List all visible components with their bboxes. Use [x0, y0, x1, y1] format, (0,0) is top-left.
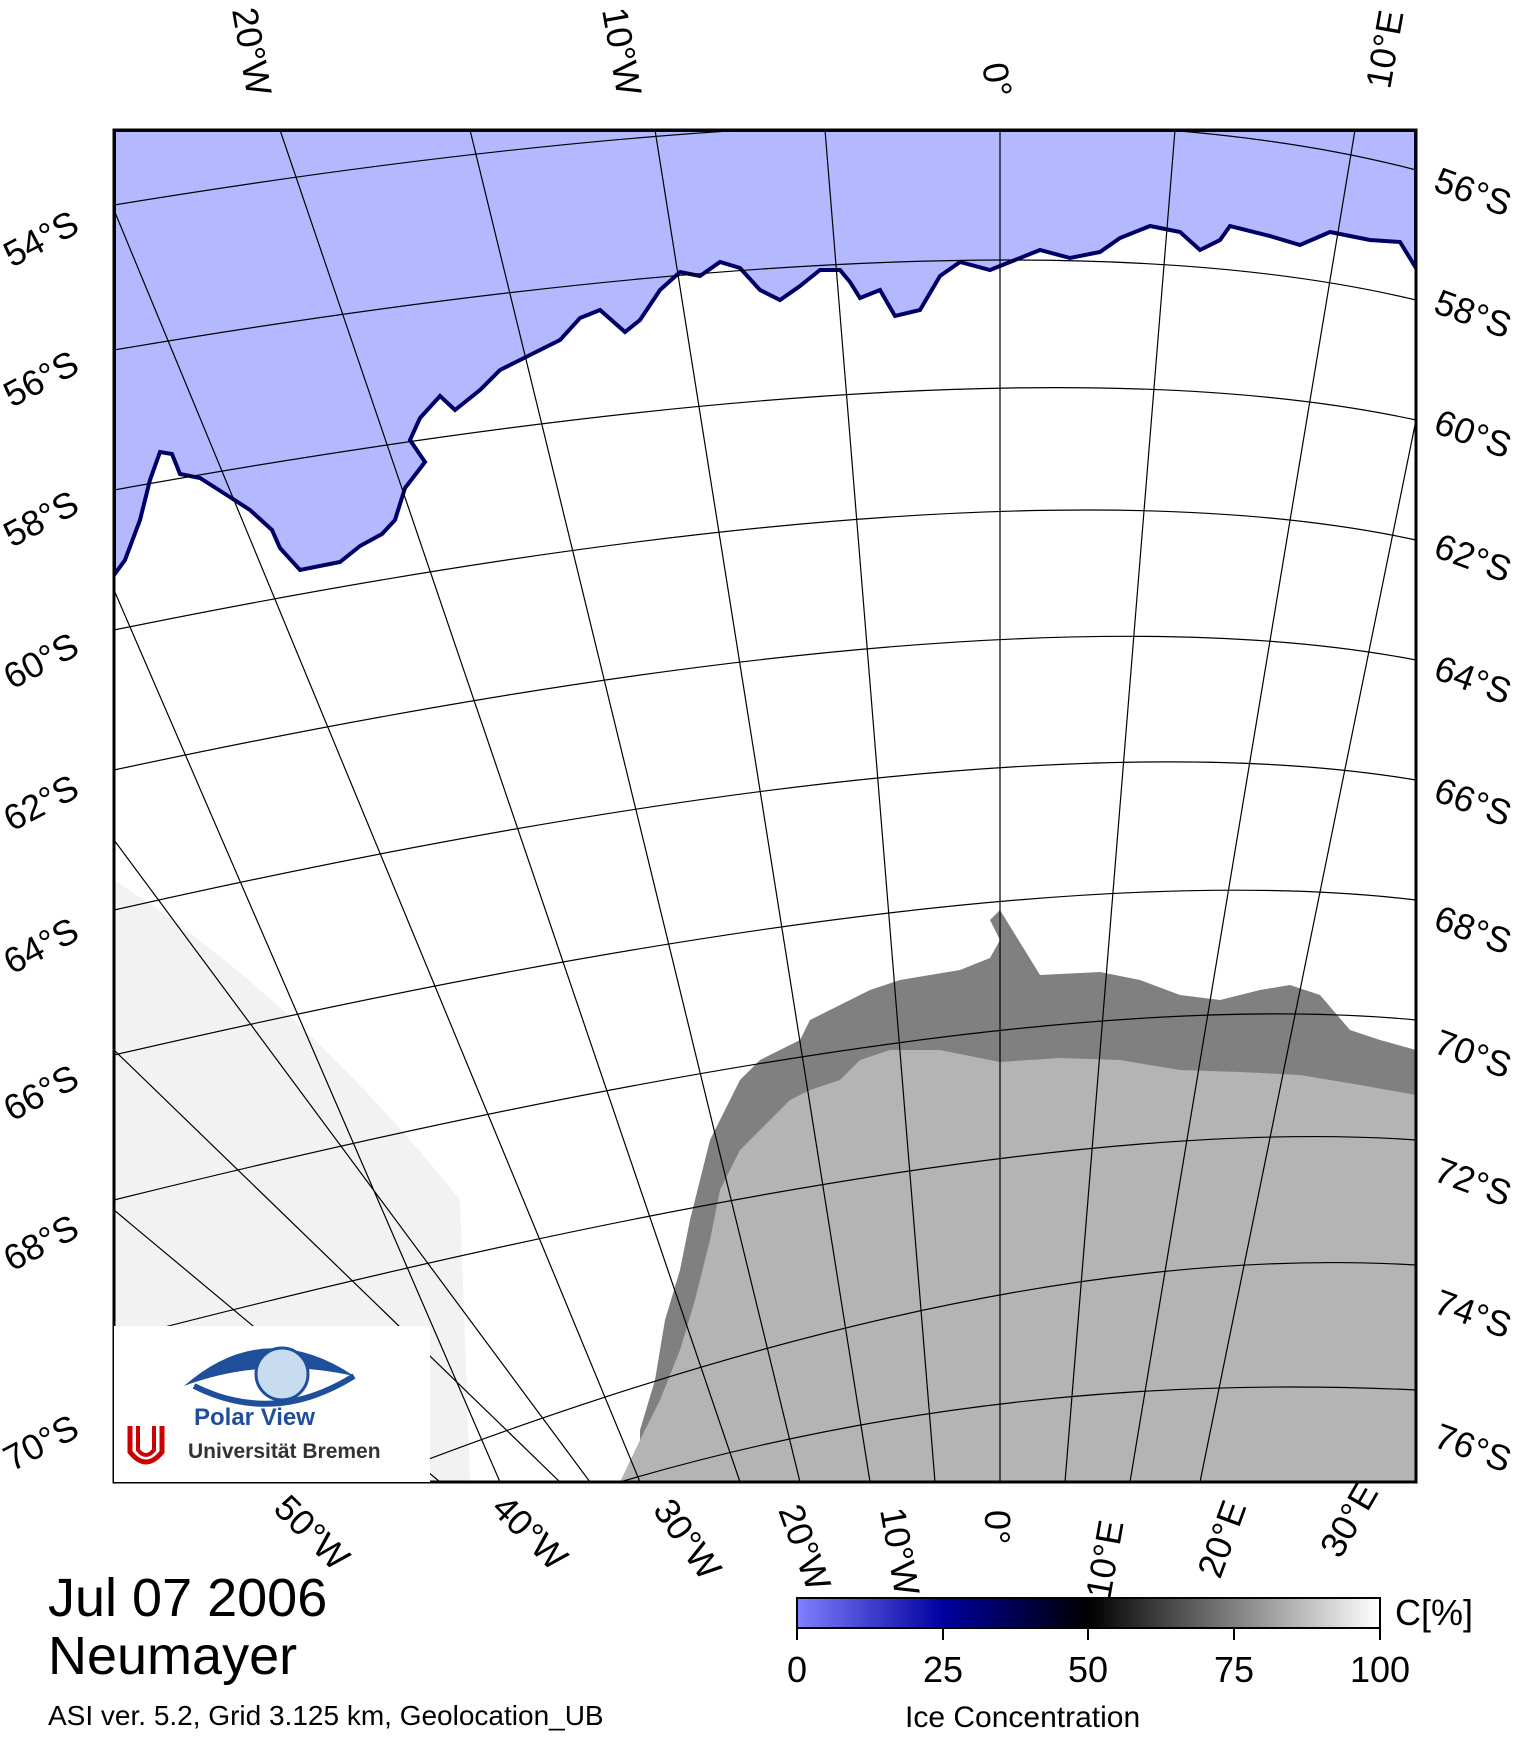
- right-latitude-label-8: 72°S: [1429, 1149, 1517, 1214]
- logo-institution: Universität Bremen: [188, 1440, 381, 1463]
- legend-tick-50: 50: [1067, 1649, 1109, 1690]
- left-latitude-label-4: 62°S: [0, 766, 85, 839]
- bottom-longitude-label-3: 20°W: [770, 1499, 839, 1596]
- university-emblem-icon: [122, 1422, 170, 1470]
- right-latitude-label-4: 64°S: [1429, 647, 1517, 712]
- bottom-longitude-label-5: 0°: [977, 1510, 1018, 1544]
- top-longitude-label-0: 20°W: [224, 4, 280, 98]
- legend-title: Ice Concentration: [905, 1701, 1141, 1734]
- bottom-longitude-label-7: 20°E: [1189, 1495, 1254, 1583]
- right-latitude-label-0: 56°S: [1429, 159, 1517, 224]
- footer-note: ASI ver. 5.2, Grid 3.125 km, Geolocation…: [48, 1700, 604, 1731]
- graticule-parallels: [114, 130, 1416, 1482]
- right-latitude-label-10: 76°S: [1429, 1415, 1517, 1480]
- right-latitude-label-3: 62°S: [1429, 525, 1517, 590]
- map-date: Jul 07 2006: [48, 1568, 328, 1628]
- left-latitude-label-7: 68°S: [0, 1206, 85, 1279]
- bottom-longitude-label-6: 10°E: [1078, 1517, 1132, 1601]
- map-frame: [112, 128, 1418, 1484]
- legend-tick-100: 100: [1349, 1649, 1411, 1690]
- right-latitude-labels: 56°S 58°S 60°S 62°S 64°S 66°S 68°S 70°S …: [1429, 159, 1517, 1480]
- right-latitude-label-1: 58°S: [1429, 281, 1517, 346]
- left-latitude-labels: 54°S 56°S 58°S 60°S 62°S 64°S 66°S 68°S …: [0, 202, 85, 1479]
- right-latitude-label-5: 66°S: [1429, 769, 1517, 834]
- left-latitude-label-8: 70°S: [0, 1406, 85, 1479]
- bottom-longitude-label-8: 30°E: [1311, 1476, 1386, 1564]
- top-longitude-labels: 20°W 10°W 0° 10°E: [224, 4, 1411, 100]
- right-latitude-label-2: 60°S: [1429, 401, 1517, 466]
- bottom-longitude-label-4: 10°W: [872, 1504, 928, 1598]
- map-station: Neumayer: [48, 1626, 298, 1686]
- legend-unit: C[%]: [1395, 1592, 1474, 1633]
- left-latitude-label-2: 58°S: [0, 482, 85, 555]
- bottom-longitude-label-0: 50°W: [266, 1487, 358, 1579]
- logo-name: Polar View: [194, 1404, 315, 1431]
- right-latitude-label-6: 68°S: [1429, 897, 1517, 962]
- map-content: [114, 130, 1416, 1482]
- bottom-longitude-labels: 50°W 40°W 30°W 20°W 10°W 0° 10°E 20°E 30…: [266, 1476, 1386, 1602]
- left-latitude-label-1: 56°S: [0, 342, 85, 415]
- left-latitude-label-5: 64°S: [0, 909, 85, 982]
- legend-tick-25: 25: [922, 1649, 964, 1690]
- right-latitude-label-7: 70°S: [1429, 1021, 1517, 1086]
- open-water: [114, 130, 1416, 579]
- bottom-longitude-label-2: 30°W: [645, 1491, 729, 1587]
- right-latitude-label-9: 74°S: [1429, 1281, 1517, 1346]
- legend-ticks: [796, 1628, 1381, 1640]
- left-latitude-label-3: 60°S: [0, 624, 85, 697]
- top-longitude-label-1: 10°W: [594, 4, 650, 98]
- legend-tick-75: 75: [1213, 1649, 1255, 1690]
- legend-colorbar: [796, 1597, 1381, 1629]
- polar-view-logo: Polar View Universität Bremen: [114, 1326, 430, 1482]
- left-latitude-label-6: 66°S: [0, 1056, 85, 1129]
- top-longitude-label-3: 10°E: [1358, 7, 1412, 91]
- eye-icon: [122, 1346, 356, 1470]
- left-latitude-label-0: 54°S: [0, 202, 85, 275]
- bottom-longitude-label-1: 40°W: [484, 1487, 576, 1579]
- legend-tick-0: 0: [786, 1649, 808, 1690]
- top-longitude-label-2: 0°: [974, 59, 1020, 100]
